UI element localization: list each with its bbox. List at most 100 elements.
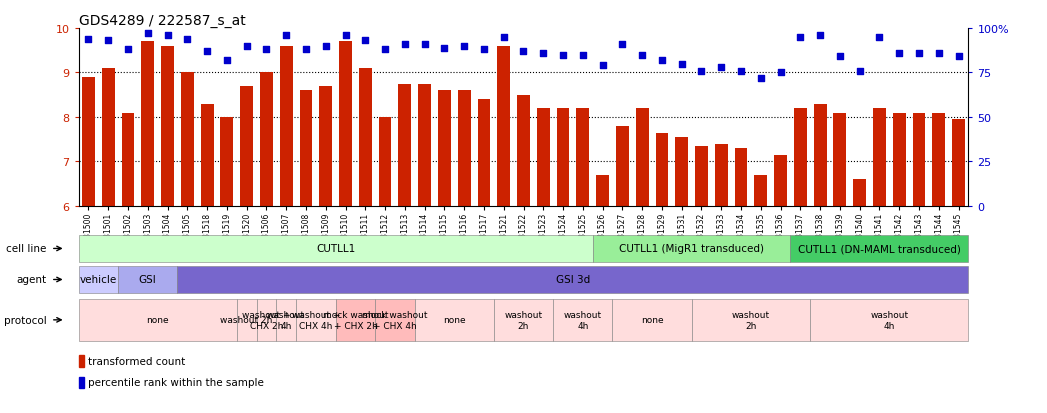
Bar bbox=[141, 42, 154, 206]
Bar bbox=[913, 113, 926, 206]
Bar bbox=[379, 118, 392, 206]
Bar bbox=[853, 180, 866, 206]
Text: agent: agent bbox=[17, 275, 46, 285]
Point bbox=[397, 42, 414, 48]
Text: washout +
CHX 2h: washout + CHX 2h bbox=[242, 311, 291, 330]
Point bbox=[931, 50, 948, 57]
Bar bbox=[557, 109, 570, 206]
Bar bbox=[537, 109, 550, 206]
Point bbox=[633, 52, 650, 59]
Text: CUTLL1: CUTLL1 bbox=[316, 244, 355, 254]
Point bbox=[337, 33, 354, 39]
Bar bbox=[517, 95, 530, 206]
Bar bbox=[399, 84, 411, 206]
Text: percentile rank within the sample: percentile rank within the sample bbox=[88, 377, 264, 387]
Bar bbox=[933, 113, 945, 206]
Bar bbox=[257, 299, 276, 341]
Point bbox=[773, 70, 789, 76]
Bar bbox=[79, 355, 84, 367]
Point bbox=[199, 49, 216, 55]
Bar bbox=[655, 133, 668, 206]
Point bbox=[831, 54, 848, 61]
Point bbox=[475, 47, 492, 54]
Bar bbox=[276, 299, 296, 341]
Text: mock washout
+ CHX 2h: mock washout + CHX 2h bbox=[322, 311, 388, 330]
Point bbox=[614, 42, 630, 48]
Point bbox=[277, 33, 294, 39]
Bar bbox=[952, 120, 965, 206]
Bar bbox=[299, 91, 312, 206]
Bar bbox=[873, 109, 886, 206]
Text: none: none bbox=[641, 316, 664, 325]
Point bbox=[575, 52, 592, 59]
Bar bbox=[636, 109, 648, 206]
Text: GSI: GSI bbox=[139, 275, 157, 285]
Point bbox=[179, 36, 196, 43]
Bar bbox=[79, 299, 237, 341]
Bar bbox=[577, 109, 589, 206]
Bar bbox=[616, 126, 629, 206]
Text: GDS4289 / 222587_s_at: GDS4289 / 222587_s_at bbox=[79, 14, 245, 28]
Point bbox=[792, 34, 808, 41]
Point bbox=[99, 38, 116, 45]
Bar bbox=[240, 87, 253, 206]
Bar bbox=[593, 235, 790, 262]
Point bbox=[119, 47, 136, 54]
Text: washout
4h: washout 4h bbox=[563, 311, 602, 330]
Text: protocol: protocol bbox=[4, 315, 46, 325]
Point bbox=[535, 50, 552, 57]
Point bbox=[595, 63, 611, 69]
Point bbox=[951, 54, 967, 61]
Bar bbox=[458, 91, 470, 206]
Bar bbox=[177, 266, 968, 293]
Text: CUTLL1 (DN-MAML transduced): CUTLL1 (DN-MAML transduced) bbox=[798, 244, 961, 254]
Point bbox=[377, 47, 394, 54]
Text: mock washout
+ CHX 4h: mock washout + CHX 4h bbox=[362, 311, 428, 330]
Bar bbox=[121, 113, 134, 206]
Text: vehicle: vehicle bbox=[80, 275, 117, 285]
Point bbox=[871, 34, 888, 41]
Text: washout
2h: washout 2h bbox=[732, 311, 770, 330]
Point bbox=[733, 68, 750, 75]
Bar bbox=[477, 100, 490, 206]
Point bbox=[851, 68, 868, 75]
Bar bbox=[79, 377, 84, 388]
Point bbox=[891, 50, 908, 57]
Bar bbox=[260, 73, 273, 206]
Bar bbox=[296, 299, 336, 341]
Bar bbox=[118, 266, 177, 293]
Point bbox=[455, 43, 472, 50]
Bar bbox=[79, 266, 118, 293]
Bar bbox=[280, 47, 292, 207]
Text: GSI 3d: GSI 3d bbox=[556, 275, 591, 285]
Bar bbox=[415, 299, 494, 341]
Point bbox=[139, 31, 156, 38]
Bar bbox=[675, 138, 688, 206]
Bar bbox=[221, 118, 233, 206]
Point bbox=[239, 43, 255, 50]
Bar bbox=[814, 104, 826, 206]
Bar bbox=[692, 299, 810, 341]
Bar bbox=[161, 47, 174, 207]
Text: cell line: cell line bbox=[6, 244, 46, 254]
Bar bbox=[359, 69, 372, 206]
Bar bbox=[596, 176, 609, 206]
Text: washout
4h: washout 4h bbox=[267, 311, 306, 330]
Text: washout
2h: washout 2h bbox=[505, 311, 542, 330]
Bar bbox=[494, 299, 553, 341]
Point bbox=[713, 65, 730, 71]
Bar bbox=[79, 235, 593, 262]
Point bbox=[80, 36, 96, 43]
Point bbox=[219, 57, 236, 64]
Bar bbox=[810, 299, 968, 341]
Point bbox=[297, 47, 314, 54]
Bar bbox=[790, 235, 968, 262]
Bar bbox=[339, 42, 352, 206]
Bar bbox=[695, 147, 708, 206]
Bar bbox=[237, 299, 257, 341]
Point bbox=[317, 43, 334, 50]
Point bbox=[811, 33, 828, 39]
Bar bbox=[893, 113, 906, 206]
Bar bbox=[612, 299, 692, 341]
Bar bbox=[102, 69, 114, 206]
